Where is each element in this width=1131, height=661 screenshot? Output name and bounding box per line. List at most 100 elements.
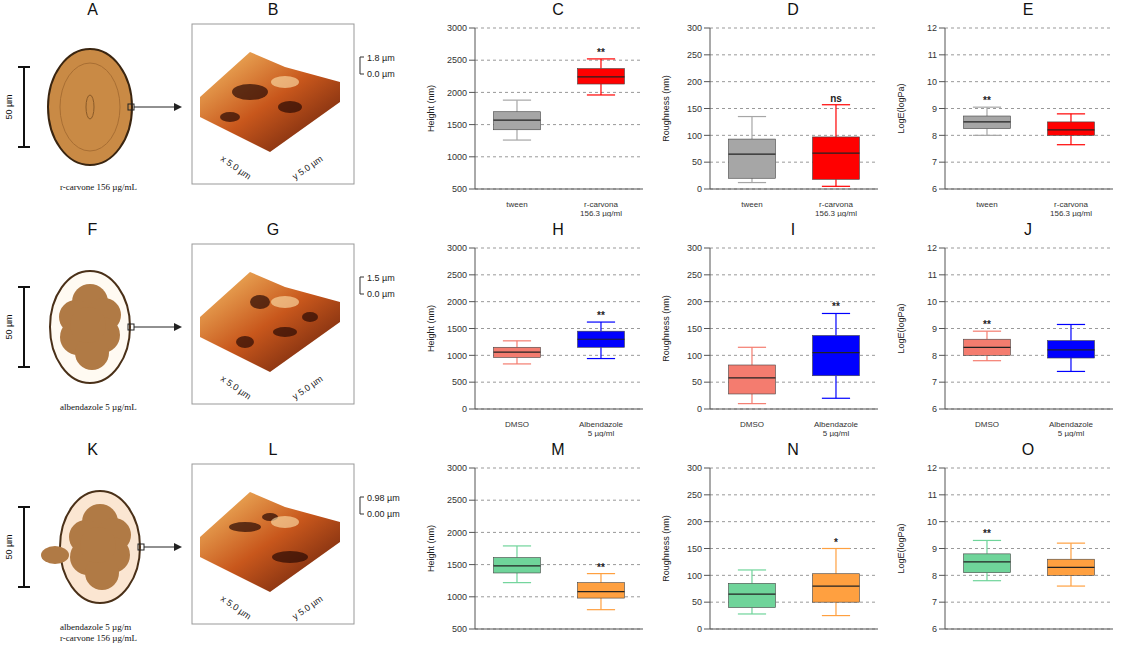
- svg-text:Roughness (nm): Roughness (nm): [661, 75, 671, 142]
- svg-text:**: **: [983, 95, 991, 106]
- svg-text:100: 100: [687, 571, 702, 581]
- svg-text:**: **: [597, 47, 605, 58]
- svg-text:albendazole 5 µg/m: albendazole 5 µg/m: [60, 622, 131, 632]
- svg-text:DMSO: DMSO: [740, 420, 764, 429]
- svg-text:0.98 µm: 0.98 µm: [367, 493, 400, 503]
- svg-text:200: 200: [687, 517, 702, 527]
- svg-text:156.3 µg/ml: 156.3 µg/ml: [580, 209, 622, 217]
- svg-text:50: 50: [692, 157, 702, 167]
- svg-text:100: 100: [687, 131, 702, 141]
- svg-text:9: 9: [932, 324, 937, 334]
- svg-text:3000: 3000: [447, 23, 467, 33]
- svg-text:300: 300: [687, 23, 702, 33]
- svg-text:r-carvona: r-carvona: [1054, 200, 1088, 209]
- svg-text:11: 11: [928, 270, 937, 280]
- svg-text:1500: 1500: [447, 120, 467, 130]
- svg-text:7: 7: [932, 597, 937, 607]
- svg-text:0.0 µm: 0.0 µm: [367, 289, 395, 299]
- svg-text:11: 11: [928, 50, 937, 60]
- svg-text:r-carvona: r-carvona: [584, 200, 618, 209]
- svg-text:6: 6: [932, 624, 937, 634]
- svg-text:150: 150: [687, 104, 702, 114]
- svg-text:7: 7: [932, 377, 937, 387]
- svg-text:LogE(logPa): LogE(logPa): [896, 83, 906, 133]
- svg-text:7: 7: [932, 157, 937, 167]
- svg-text:200: 200: [687, 77, 702, 87]
- svg-text:12: 12: [927, 23, 937, 33]
- svg-text:500: 500: [452, 184, 467, 194]
- svg-text:y 5.0 µm: y 5.0 µm: [290, 374, 324, 402]
- svg-text:12: 12: [927, 243, 937, 253]
- svg-text:3000: 3000: [447, 243, 467, 253]
- svg-text:50 µm: 50 µm: [4, 314, 14, 339]
- svg-text:ns: ns: [830, 93, 842, 104]
- svg-text:150: 150: [687, 544, 702, 554]
- svg-text:50: 50: [692, 377, 702, 387]
- svg-text:500: 500: [452, 377, 467, 387]
- svg-text:**: **: [597, 310, 605, 321]
- svg-text:Albendazole: Albendazole: [1049, 420, 1094, 429]
- svg-text:300: 300: [687, 463, 702, 473]
- svg-text:500: 500: [452, 624, 467, 634]
- svg-text:albendazole 5 µg/mL: albendazole 5 µg/mL: [60, 402, 137, 412]
- svg-text:0: 0: [462, 404, 467, 414]
- svg-text:5 µg/ml: 5 µg/ml: [588, 429, 615, 437]
- svg-text:x 5.0 µm: x 5.0 µm: [219, 593, 253, 621]
- svg-text:Height (nm): Height (nm): [426, 305, 436, 352]
- svg-text:9: 9: [932, 104, 937, 114]
- svg-text:DMSO: DMSO: [975, 420, 999, 429]
- svg-text:10: 10: [927, 297, 937, 307]
- svg-text:0: 0: [697, 404, 702, 414]
- svg-text:r-carvone 156 µg/mL: r-carvone 156 µg/mL: [60, 633, 137, 643]
- svg-text:300: 300: [687, 243, 702, 253]
- svg-text:**: **: [597, 562, 605, 573]
- svg-text:Height (nm): Height (nm): [426, 85, 436, 132]
- svg-text:8: 8: [932, 571, 937, 581]
- svg-text:Roughness (nm): Roughness (nm): [661, 295, 671, 362]
- svg-text:LogE(logPa): LogE(logPa): [896, 523, 906, 573]
- svg-text:x 5.0 µm: x 5.0 µm: [219, 153, 253, 181]
- svg-text:8: 8: [932, 351, 937, 361]
- svg-text:11: 11: [928, 490, 937, 500]
- svg-text:250: 250: [687, 270, 702, 280]
- svg-text:1500: 1500: [447, 324, 467, 334]
- svg-text:2000: 2000: [447, 528, 467, 538]
- svg-text:y 5.0 µm: y 5.0 µm: [290, 594, 324, 622]
- svg-text:9: 9: [932, 544, 937, 554]
- svg-text:**: **: [983, 319, 991, 330]
- svg-text:x 5.0 µm: x 5.0 µm: [219, 373, 253, 401]
- svg-text:1000: 1000: [447, 351, 467, 361]
- svg-text:Albendazole: Albendazole: [814, 420, 859, 429]
- svg-text:250: 250: [687, 50, 702, 60]
- svg-text:r-carvone 156 µg/mL: r-carvone 156 µg/mL: [60, 182, 137, 192]
- svg-text:y 5.0 µm: y 5.0 µm: [290, 154, 324, 182]
- svg-text:2500: 2500: [447, 495, 467, 505]
- svg-text:5 µg/ml: 5 µg/ml: [823, 429, 850, 437]
- svg-text:8: 8: [932, 131, 937, 141]
- svg-text:50: 50: [692, 597, 702, 607]
- svg-text:tween: tween: [506, 200, 527, 209]
- svg-text:0.0 µm: 0.0 µm: [367, 69, 395, 79]
- svg-text:tween: tween: [976, 200, 997, 209]
- svg-text:200: 200: [687, 297, 702, 307]
- svg-text:tween: tween: [741, 200, 762, 209]
- svg-text:10: 10: [927, 77, 937, 87]
- svg-text:3000: 3000: [447, 463, 467, 473]
- svg-text:LogE(logPa): LogE(logPa): [896, 303, 906, 353]
- svg-text:100: 100: [687, 351, 702, 361]
- svg-text:Albendazole: Albendazole: [579, 420, 624, 429]
- svg-text:r-carvona: r-carvona: [819, 200, 853, 209]
- svg-text:0: 0: [697, 624, 702, 634]
- svg-text:0: 0: [697, 184, 702, 194]
- svg-text:250: 250: [687, 490, 702, 500]
- svg-text:2000: 2000: [447, 297, 467, 307]
- svg-text:1.5 µm: 1.5 µm: [367, 273, 395, 283]
- svg-text:6: 6: [932, 184, 937, 194]
- svg-text:2000: 2000: [447, 88, 467, 98]
- svg-text:50 µm: 50 µm: [4, 94, 14, 119]
- svg-text:50 µm: 50 µm: [4, 534, 14, 559]
- svg-text:156.3 µg/ml: 156.3 µg/ml: [1050, 209, 1092, 217]
- svg-text:**: **: [983, 528, 991, 539]
- svg-text:Height (nm): Height (nm): [426, 525, 436, 572]
- svg-text:0.00 µm: 0.00 µm: [367, 509, 400, 519]
